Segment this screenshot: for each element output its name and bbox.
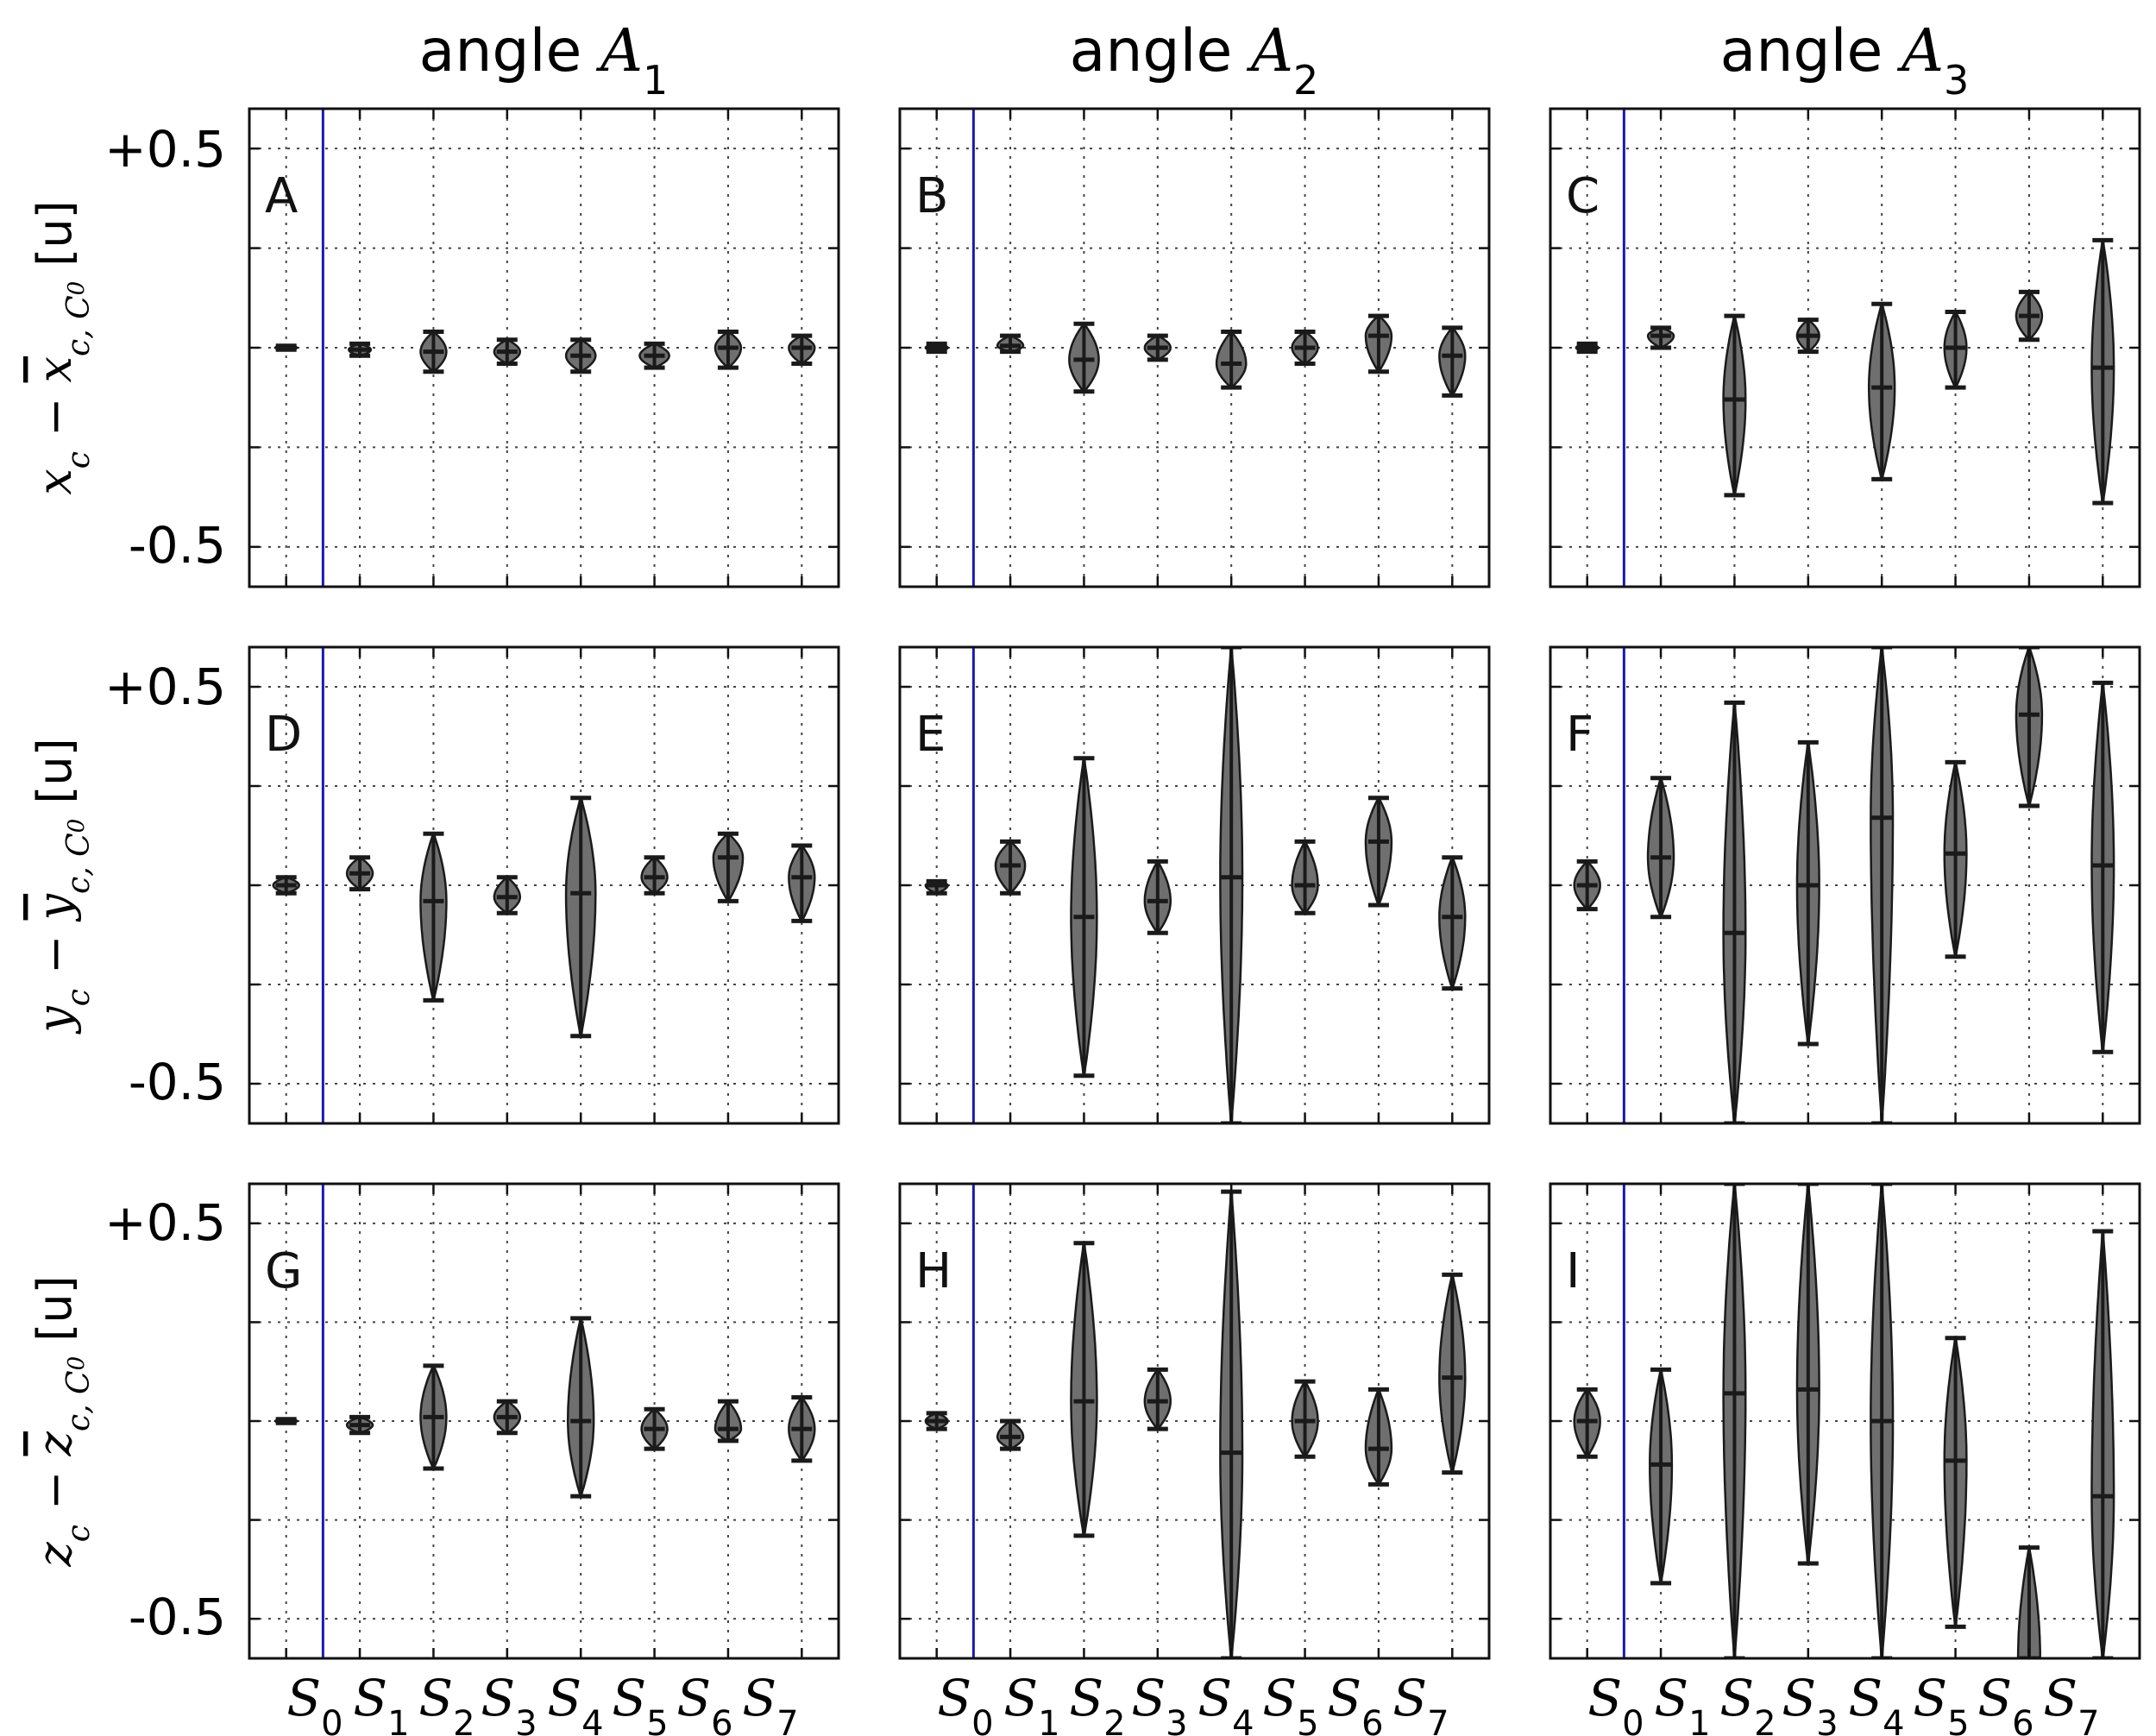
- xtick-label: S3: [1131, 1669, 1187, 1736]
- xtick-label: S0: [286, 1669, 343, 1736]
- xtick-label: S3: [1782, 1669, 1838, 1736]
- panel-letter: G: [265, 1243, 302, 1299]
- ytick-label-minus-row1: -0.5: [129, 516, 226, 575]
- xtick-label: S5: [1262, 1669, 1318, 1736]
- xtick-label: S4: [1197, 1669, 1254, 1736]
- xtick-label: S6: [1327, 1669, 1383, 1736]
- xtick-label: S4: [1848, 1669, 1904, 1736]
- xtick-label: S3: [481, 1669, 537, 1736]
- xtick-label: S0: [937, 1669, 993, 1736]
- row-label-y: yc − yc, C0 [u]: [28, 738, 97, 1034]
- ytick-label-minus-row3: -0.5: [129, 1588, 226, 1646]
- axes-frame: [898, 107, 1491, 588]
- panel-f: F: [1549, 645, 2141, 1125]
- panel-letter: D: [265, 707, 302, 763]
- panel-letter: I: [1566, 1243, 1581, 1299]
- panel-b: B: [898, 107, 1491, 588]
- panel-c: C: [1549, 107, 2141, 588]
- xtick-label: S5: [612, 1669, 668, 1736]
- ytick-label-plus-row2: +0.5: [104, 657, 226, 716]
- ytick-label-plus-row3: +0.5: [104, 1193, 226, 1252]
- panel-letter: A: [265, 168, 298, 224]
- xtick-labels-col2: S0 S1 S2 S3 S4 S5 S6 S7: [937, 1669, 1449, 1736]
- column-title-3: angle A3: [1720, 17, 1970, 104]
- axes-frame: [248, 1182, 840, 1660]
- axes-frame: [248, 645, 840, 1125]
- xtick-label: S2: [418, 1669, 475, 1736]
- xtick-label: S1: [353, 1669, 409, 1736]
- axes-frame: [248, 107, 840, 588]
- axes-frame: [1549, 645, 2141, 1125]
- xtick-label: S1: [1003, 1669, 1059, 1736]
- violins: [1575, 237, 2115, 506]
- xtick-label: S6: [676, 1669, 732, 1736]
- panel-letter: F: [1566, 707, 1593, 763]
- xtick-labels-col1: S0 S1 S2 S3 S4 S5 S6 S7: [286, 1669, 798, 1736]
- xtick-label: S7: [2043, 1669, 2099, 1736]
- panel-g: G: [248, 1182, 840, 1660]
- panel-i: I: [1549, 1182, 2141, 1660]
- violins: [924, 313, 1467, 398]
- ytick-label-plus-row1: +0.5: [104, 120, 226, 179]
- axes-frame: [898, 1182, 1491, 1660]
- xtick-labels-col3: S0 S1 S2 S3 S4 S5 S6 S7: [1587, 1669, 2099, 1736]
- row-label-z: zc − zc, C0 [u]: [28, 1275, 97, 1567]
- xtick-label: S6: [1977, 1669, 2033, 1736]
- violins: [924, 1189, 1467, 1658]
- panel-letter: H: [915, 1243, 952, 1299]
- panel-a: A: [248, 107, 840, 588]
- violins: [924, 647, 1467, 1123]
- axes-frame: [1549, 1182, 2141, 1660]
- axes-frame: [898, 645, 1491, 1125]
- violins: [1573, 1184, 2115, 1658]
- axes-frame: [1549, 107, 2141, 588]
- violins: [272, 796, 816, 1039]
- column-title-1: angle A1: [419, 17, 669, 104]
- xtick-label: S5: [1913, 1669, 1969, 1736]
- violins: [1573, 647, 2115, 1123]
- violins: [273, 1316, 816, 1499]
- xtick-label: S4: [547, 1669, 603, 1736]
- panel-d: D: [248, 645, 840, 1125]
- panel-letter: E: [915, 707, 946, 763]
- xtick-label: S1: [1654, 1669, 1710, 1736]
- panel-e: E: [898, 645, 1491, 1125]
- xtick-label: S2: [1069, 1669, 1125, 1736]
- row-label-x: xc − xc, C0 [u]: [28, 200, 97, 494]
- xtick-label: S7: [742, 1669, 798, 1736]
- panel-letter: C: [1566, 168, 1600, 224]
- violins: [273, 330, 816, 374]
- xtick-label: S0: [1587, 1669, 1644, 1736]
- ytick-label-minus-row2: -0.5: [129, 1053, 226, 1111]
- panel-h: H: [898, 1182, 1491, 1660]
- xtick-label: S2: [1719, 1669, 1776, 1736]
- xtick-label: S7: [1392, 1669, 1449, 1736]
- panel-letter: B: [915, 168, 948, 224]
- column-title-2: angle A2: [1070, 17, 1319, 104]
